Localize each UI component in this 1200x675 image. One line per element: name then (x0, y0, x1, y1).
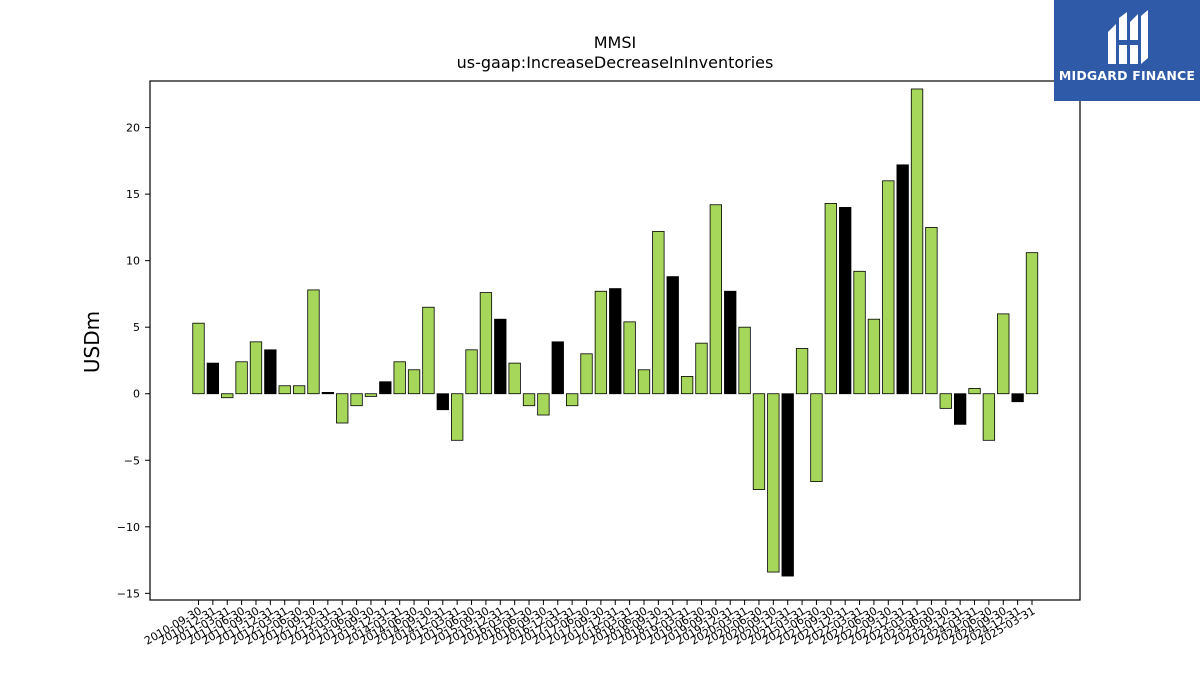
chart-subtitle: us-gaap:IncreaseDecreaseInInventories (457, 53, 774, 72)
y-tick-label: 20 (126, 122, 140, 135)
bar-2024-06-30 (982, 393, 996, 441)
y-tick-label: 5 (133, 321, 140, 334)
bar-2010-09-30 (192, 322, 205, 395)
bar-2020-06-30 (752, 393, 766, 490)
bar-2015-09-30 (479, 292, 493, 395)
bar-2018-06-30 (637, 369, 651, 395)
bar-2014-03-31 (393, 361, 406, 395)
bar-2016-03-31 (508, 362, 521, 395)
bar-2012-09-30 (307, 289, 320, 395)
bar-2011-06-30 (235, 361, 248, 395)
bar-2024-03-31 (968, 388, 981, 395)
bar-2019-12-31 (724, 290, 737, 395)
y-tick-label: −15 (117, 587, 140, 600)
bar-2021-03-31 (795, 348, 809, 395)
bar-2020-09-30 (767, 393, 780, 573)
logo-text: MIDGARD FINANCE (1058, 68, 1196, 83)
bar-2024-09-30 (997, 313, 1010, 395)
bars-group (192, 88, 1039, 577)
bar-2023-09-30 (939, 393, 952, 409)
bar-2014-06-30 (407, 369, 421, 395)
y-tick-label: −5 (124, 454, 140, 467)
bar-2015-12-31 (494, 318, 507, 395)
plot-frame (149, 80, 1081, 601)
bar-2011-12-31 (264, 349, 277, 395)
bar-2023-03-31 (910, 88, 924, 395)
y-tick-label: 0 (133, 388, 140, 401)
bar-2011-03-31 (221, 393, 234, 399)
bar-2022-06-30 (867, 318, 881, 395)
bar-2015-03-31 (451, 393, 464, 441)
bar-2020-03-31 (738, 326, 751, 395)
y-tick-label: 15 (126, 188, 140, 201)
bar-2022-03-31 (853, 270, 866, 395)
bar-2018-09-30 (652, 230, 665, 395)
bar-2013-03-31 (336, 393, 349, 424)
bar-2016-09-30 (537, 393, 550, 416)
brand-logo: MIDGARD FINANCE (1054, 0, 1200, 101)
bar-2018-12-31 (666, 276, 679, 395)
bar-2013-12-31 (379, 381, 392, 395)
bar-2021-09-30 (824, 203, 837, 395)
bar-2020-12-31 (781, 393, 794, 577)
bar-2010-12-31 (206, 362, 220, 395)
bar-2023-12-31 (954, 393, 967, 425)
bar-2016-06-30 (522, 393, 536, 407)
bar-2022-09-30 (882, 180, 895, 395)
bar-2017-06-30 (580, 353, 593, 395)
bar-2019-09-30 (709, 204, 722, 395)
chart-title: MMSI (594, 33, 636, 52)
bar-2012-06-30 (292, 385, 306, 395)
bar-2013-06-30 (350, 393, 363, 407)
bar-2021-12-31 (839, 207, 852, 395)
bar-2018-03-31 (623, 321, 636, 395)
bar-2021-06-30 (810, 393, 823, 482)
bar-2022-12-31 (896, 164, 909, 395)
y-axis-label: USDm (80, 311, 104, 373)
bar-2019-06-30 (695, 342, 708, 395)
y-tick-label: −10 (117, 521, 140, 534)
bar-2023-06-30 (925, 226, 938, 395)
bar-2016-12-31 (551, 341, 564, 395)
bar-2025-03-31 (1025, 252, 1039, 395)
y-tick-label: 10 (126, 255, 140, 268)
bar-2014-12-31 (436, 393, 449, 411)
bar-2017-03-31 (565, 393, 579, 407)
bar-2012-12-31 (321, 391, 334, 395)
bar-2014-09-30 (422, 306, 435, 395)
bar-2012-03-31 (278, 385, 291, 395)
axes-group: 2010-09-302010-12-312011-03-312011-06-30… (117, 122, 1038, 648)
bar-2019-03-31 (680, 376, 694, 395)
bar-2024-12-31 (1011, 393, 1024, 403)
bar-2011-09-30 (249, 341, 263, 395)
bar-2017-09-30 (594, 290, 608, 395)
bar-2015-06-30 (465, 349, 478, 395)
bar-2017-12-31 (609, 288, 622, 395)
midgard-logo-icon (1108, 10, 1148, 64)
bar-2013-09-30 (364, 393, 378, 397)
